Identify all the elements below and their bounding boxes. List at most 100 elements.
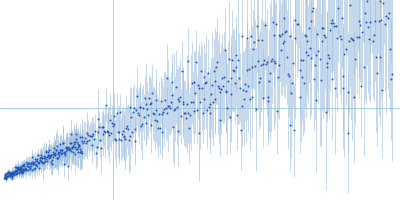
Point <box>44 155 50 159</box>
Point <box>34 161 41 164</box>
Point <box>60 141 66 145</box>
Point <box>10 172 16 175</box>
Point <box>6 171 12 174</box>
Point <box>130 107 137 110</box>
Point <box>195 87 202 90</box>
Point <box>264 61 270 64</box>
Point <box>166 104 172 108</box>
Point <box>78 149 84 152</box>
Point <box>183 116 189 119</box>
Point <box>194 83 201 87</box>
Point <box>78 140 85 143</box>
Point <box>130 111 136 114</box>
Point <box>134 94 140 97</box>
Point <box>98 147 104 150</box>
Point <box>365 25 371 29</box>
Point <box>202 81 208 84</box>
Point <box>8 172 14 176</box>
Point <box>86 139 92 142</box>
Point <box>32 166 38 170</box>
Point <box>221 75 227 79</box>
Point <box>10 170 17 174</box>
Point <box>33 157 40 161</box>
Point <box>56 150 63 153</box>
Point <box>66 148 73 151</box>
Point <box>88 134 95 137</box>
Point <box>248 34 254 37</box>
Point <box>23 168 29 172</box>
Point <box>133 109 140 112</box>
Point <box>115 138 122 141</box>
Point <box>7 173 14 177</box>
Point <box>226 115 233 119</box>
Point <box>250 47 256 51</box>
Point <box>363 20 369 24</box>
Point <box>182 112 188 115</box>
Point <box>18 167 24 170</box>
Point <box>81 139 87 142</box>
Point <box>37 153 44 156</box>
Point <box>138 125 144 128</box>
Point <box>339 75 346 78</box>
Point <box>17 166 23 170</box>
Point <box>272 62 278 65</box>
Point <box>292 36 299 39</box>
Point <box>198 69 204 72</box>
Point <box>238 129 244 132</box>
Point <box>311 77 317 80</box>
Point <box>20 164 26 167</box>
Point <box>209 83 215 86</box>
Point <box>82 142 89 145</box>
Point <box>76 143 82 147</box>
Point <box>28 164 34 168</box>
Point <box>164 111 171 114</box>
Point <box>75 150 81 154</box>
Point <box>72 147 79 151</box>
Point <box>55 156 62 159</box>
Point <box>26 167 33 170</box>
Point <box>2 178 9 181</box>
Point <box>65 146 71 149</box>
Point <box>129 131 135 134</box>
Point <box>70 145 76 148</box>
Point <box>251 40 257 43</box>
Point <box>284 56 290 59</box>
Point <box>24 168 31 171</box>
Point <box>31 160 38 164</box>
Point <box>125 128 131 131</box>
Point <box>216 118 223 121</box>
Point <box>140 106 146 109</box>
Point <box>234 113 240 116</box>
Point <box>111 122 118 125</box>
Point <box>142 97 148 100</box>
Point <box>270 60 277 63</box>
Point <box>96 126 102 129</box>
Point <box>35 153 41 157</box>
Point <box>39 160 46 163</box>
Point <box>8 176 15 179</box>
Point <box>62 150 69 153</box>
Point <box>350 38 356 41</box>
Point <box>216 87 222 90</box>
Point <box>9 175 15 178</box>
Point <box>5 174 11 177</box>
Point <box>23 160 30 163</box>
Point <box>48 153 54 156</box>
Point <box>196 131 203 134</box>
Point <box>79 135 86 138</box>
Point <box>376 56 383 59</box>
Point <box>152 109 159 112</box>
Point <box>197 101 204 104</box>
Point <box>126 138 132 142</box>
Point <box>136 105 143 109</box>
Point <box>254 24 260 28</box>
Point <box>370 33 377 37</box>
Point <box>11 171 18 174</box>
Point <box>19 170 25 173</box>
Point <box>44 159 50 163</box>
Point <box>18 167 24 170</box>
Point <box>333 25 339 28</box>
Point <box>179 103 186 106</box>
Point <box>258 38 265 41</box>
Point <box>100 132 106 135</box>
